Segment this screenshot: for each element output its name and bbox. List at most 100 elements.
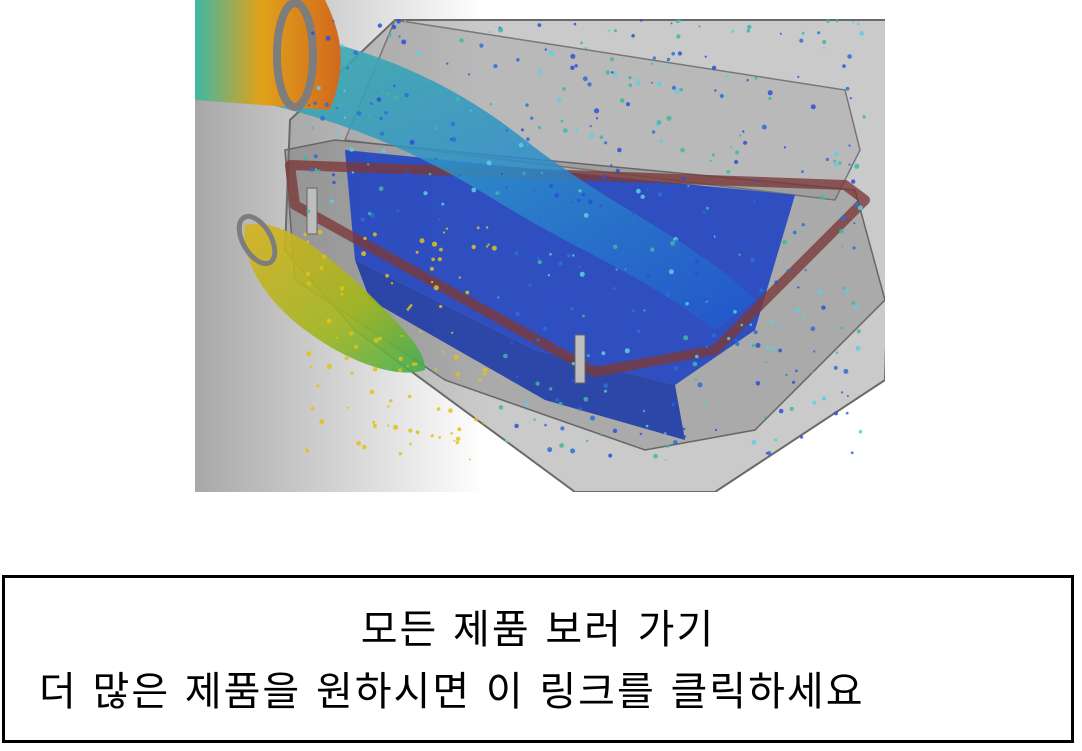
flow-particle bbox=[764, 416, 767, 419]
flow-particle bbox=[633, 199, 637, 203]
flow-particle bbox=[372, 366, 378, 372]
flow-particle bbox=[645, 188, 648, 191]
flow-particle bbox=[437, 257, 442, 262]
flow-particle bbox=[810, 326, 816, 332]
flow-particle bbox=[471, 187, 477, 193]
flow-particle bbox=[711, 153, 716, 157]
flow-particle bbox=[514, 423, 519, 429]
flow-particle bbox=[839, 228, 844, 234]
flow-particle bbox=[765, 361, 768, 364]
flow-particle bbox=[356, 111, 362, 116]
flow-particle bbox=[497, 296, 500, 299]
flow-particle bbox=[656, 81, 662, 87]
flow-particle bbox=[735, 341, 740, 347]
flow-particle bbox=[664, 458, 667, 461]
flow-particle bbox=[535, 381, 540, 386]
flow-particle bbox=[840, 391, 844, 394]
flow-particle bbox=[536, 338, 540, 342]
flow-particle bbox=[794, 369, 798, 373]
flow-particle bbox=[398, 35, 401, 38]
flow-particle bbox=[651, 130, 656, 134]
flow-particle bbox=[761, 193, 766, 198]
flow-particle bbox=[469, 109, 472, 112]
flow-particle bbox=[733, 310, 737, 314]
flow-particle bbox=[339, 175, 343, 178]
flow-particle bbox=[834, 162, 839, 168]
flow-particle bbox=[849, 97, 852, 100]
flow-particle bbox=[384, 110, 388, 115]
flow-particle bbox=[387, 405, 390, 408]
flow-particle bbox=[571, 201, 574, 204]
flow-particle bbox=[674, 366, 679, 371]
flow-particle bbox=[625, 102, 631, 107]
flow-particle bbox=[367, 211, 372, 216]
flow-particle bbox=[370, 155, 374, 159]
flow-particle bbox=[847, 54, 852, 59]
flow-particle bbox=[340, 292, 344, 296]
flow-particle bbox=[635, 77, 639, 81]
flow-particle bbox=[792, 230, 797, 235]
flow-particle bbox=[458, 173, 462, 177]
flow-particle bbox=[538, 216, 542, 221]
flow-particle bbox=[646, 274, 650, 278]
flow-particle bbox=[833, 365, 838, 370]
flow-particle bbox=[544, 312, 550, 318]
flow-particle bbox=[400, 334, 403, 338]
flow-particle bbox=[797, 75, 800, 79]
flow-particle bbox=[368, 115, 371, 119]
flow-particle bbox=[823, 46, 825, 49]
flow-particle bbox=[749, 323, 752, 326]
flow-particle bbox=[665, 292, 671, 298]
flow-particle bbox=[306, 240, 310, 244]
flow-particle bbox=[343, 89, 346, 93]
flow-particle bbox=[652, 56, 656, 60]
flow-particle bbox=[584, 47, 588, 50]
flow-particle bbox=[770, 346, 775, 351]
flow-particle bbox=[445, 227, 449, 230]
flow-particle bbox=[802, 314, 806, 318]
all-products-link[interactable]: 모든 제품 보러 가기 더 많은 제품을 원하시면 이 링크를 클릭하세요 bbox=[2, 575, 1074, 743]
flow-particle bbox=[326, 318, 332, 324]
flow-particle bbox=[453, 439, 456, 442]
flow-particle bbox=[522, 171, 526, 175]
flow-particle bbox=[588, 199, 593, 205]
flow-particle bbox=[451, 136, 457, 142]
flow-particle bbox=[845, 411, 849, 415]
flow-particle bbox=[305, 448, 310, 453]
flow-particle bbox=[305, 271, 311, 277]
flow-particle bbox=[317, 169, 321, 174]
flow-particle bbox=[774, 280, 779, 285]
flow-particle bbox=[611, 71, 614, 74]
link-title: 모든 제품 보러 가기 bbox=[360, 607, 716, 653]
flow-particle bbox=[430, 280, 434, 284]
flow-particle bbox=[695, 354, 699, 359]
flow-particle bbox=[467, 73, 471, 76]
flow-particle bbox=[858, 429, 863, 434]
flow-particle bbox=[576, 198, 581, 203]
flow-particle bbox=[666, 444, 670, 448]
flow-particle bbox=[439, 247, 443, 252]
flow-particle bbox=[840, 215, 847, 221]
flow-particle bbox=[650, 247, 655, 252]
flow-particle bbox=[537, 257, 540, 260]
flow-particle bbox=[574, 64, 578, 68]
flow-particle bbox=[789, 200, 793, 204]
flow-particle bbox=[585, 439, 589, 443]
flow-particle bbox=[740, 323, 744, 327]
flow-particle bbox=[319, 266, 324, 271]
flow-particle bbox=[845, 289, 849, 294]
flow-particle bbox=[415, 250, 419, 254]
flow-particle bbox=[729, 146, 732, 148]
flow-particle bbox=[456, 436, 461, 441]
flow-particle bbox=[577, 148, 580, 151]
flow-particle bbox=[409, 304, 413, 307]
flow-particle bbox=[560, 119, 564, 123]
flow-particle bbox=[778, 348, 782, 353]
flow-particle bbox=[842, 286, 845, 290]
flow-particle bbox=[782, 239, 787, 245]
flow-particle bbox=[761, 124, 767, 130]
flow-particle bbox=[378, 336, 382, 341]
flow-particle bbox=[778, 408, 784, 414]
flow-particle bbox=[579, 271, 585, 277]
flow-particle bbox=[614, 29, 617, 33]
